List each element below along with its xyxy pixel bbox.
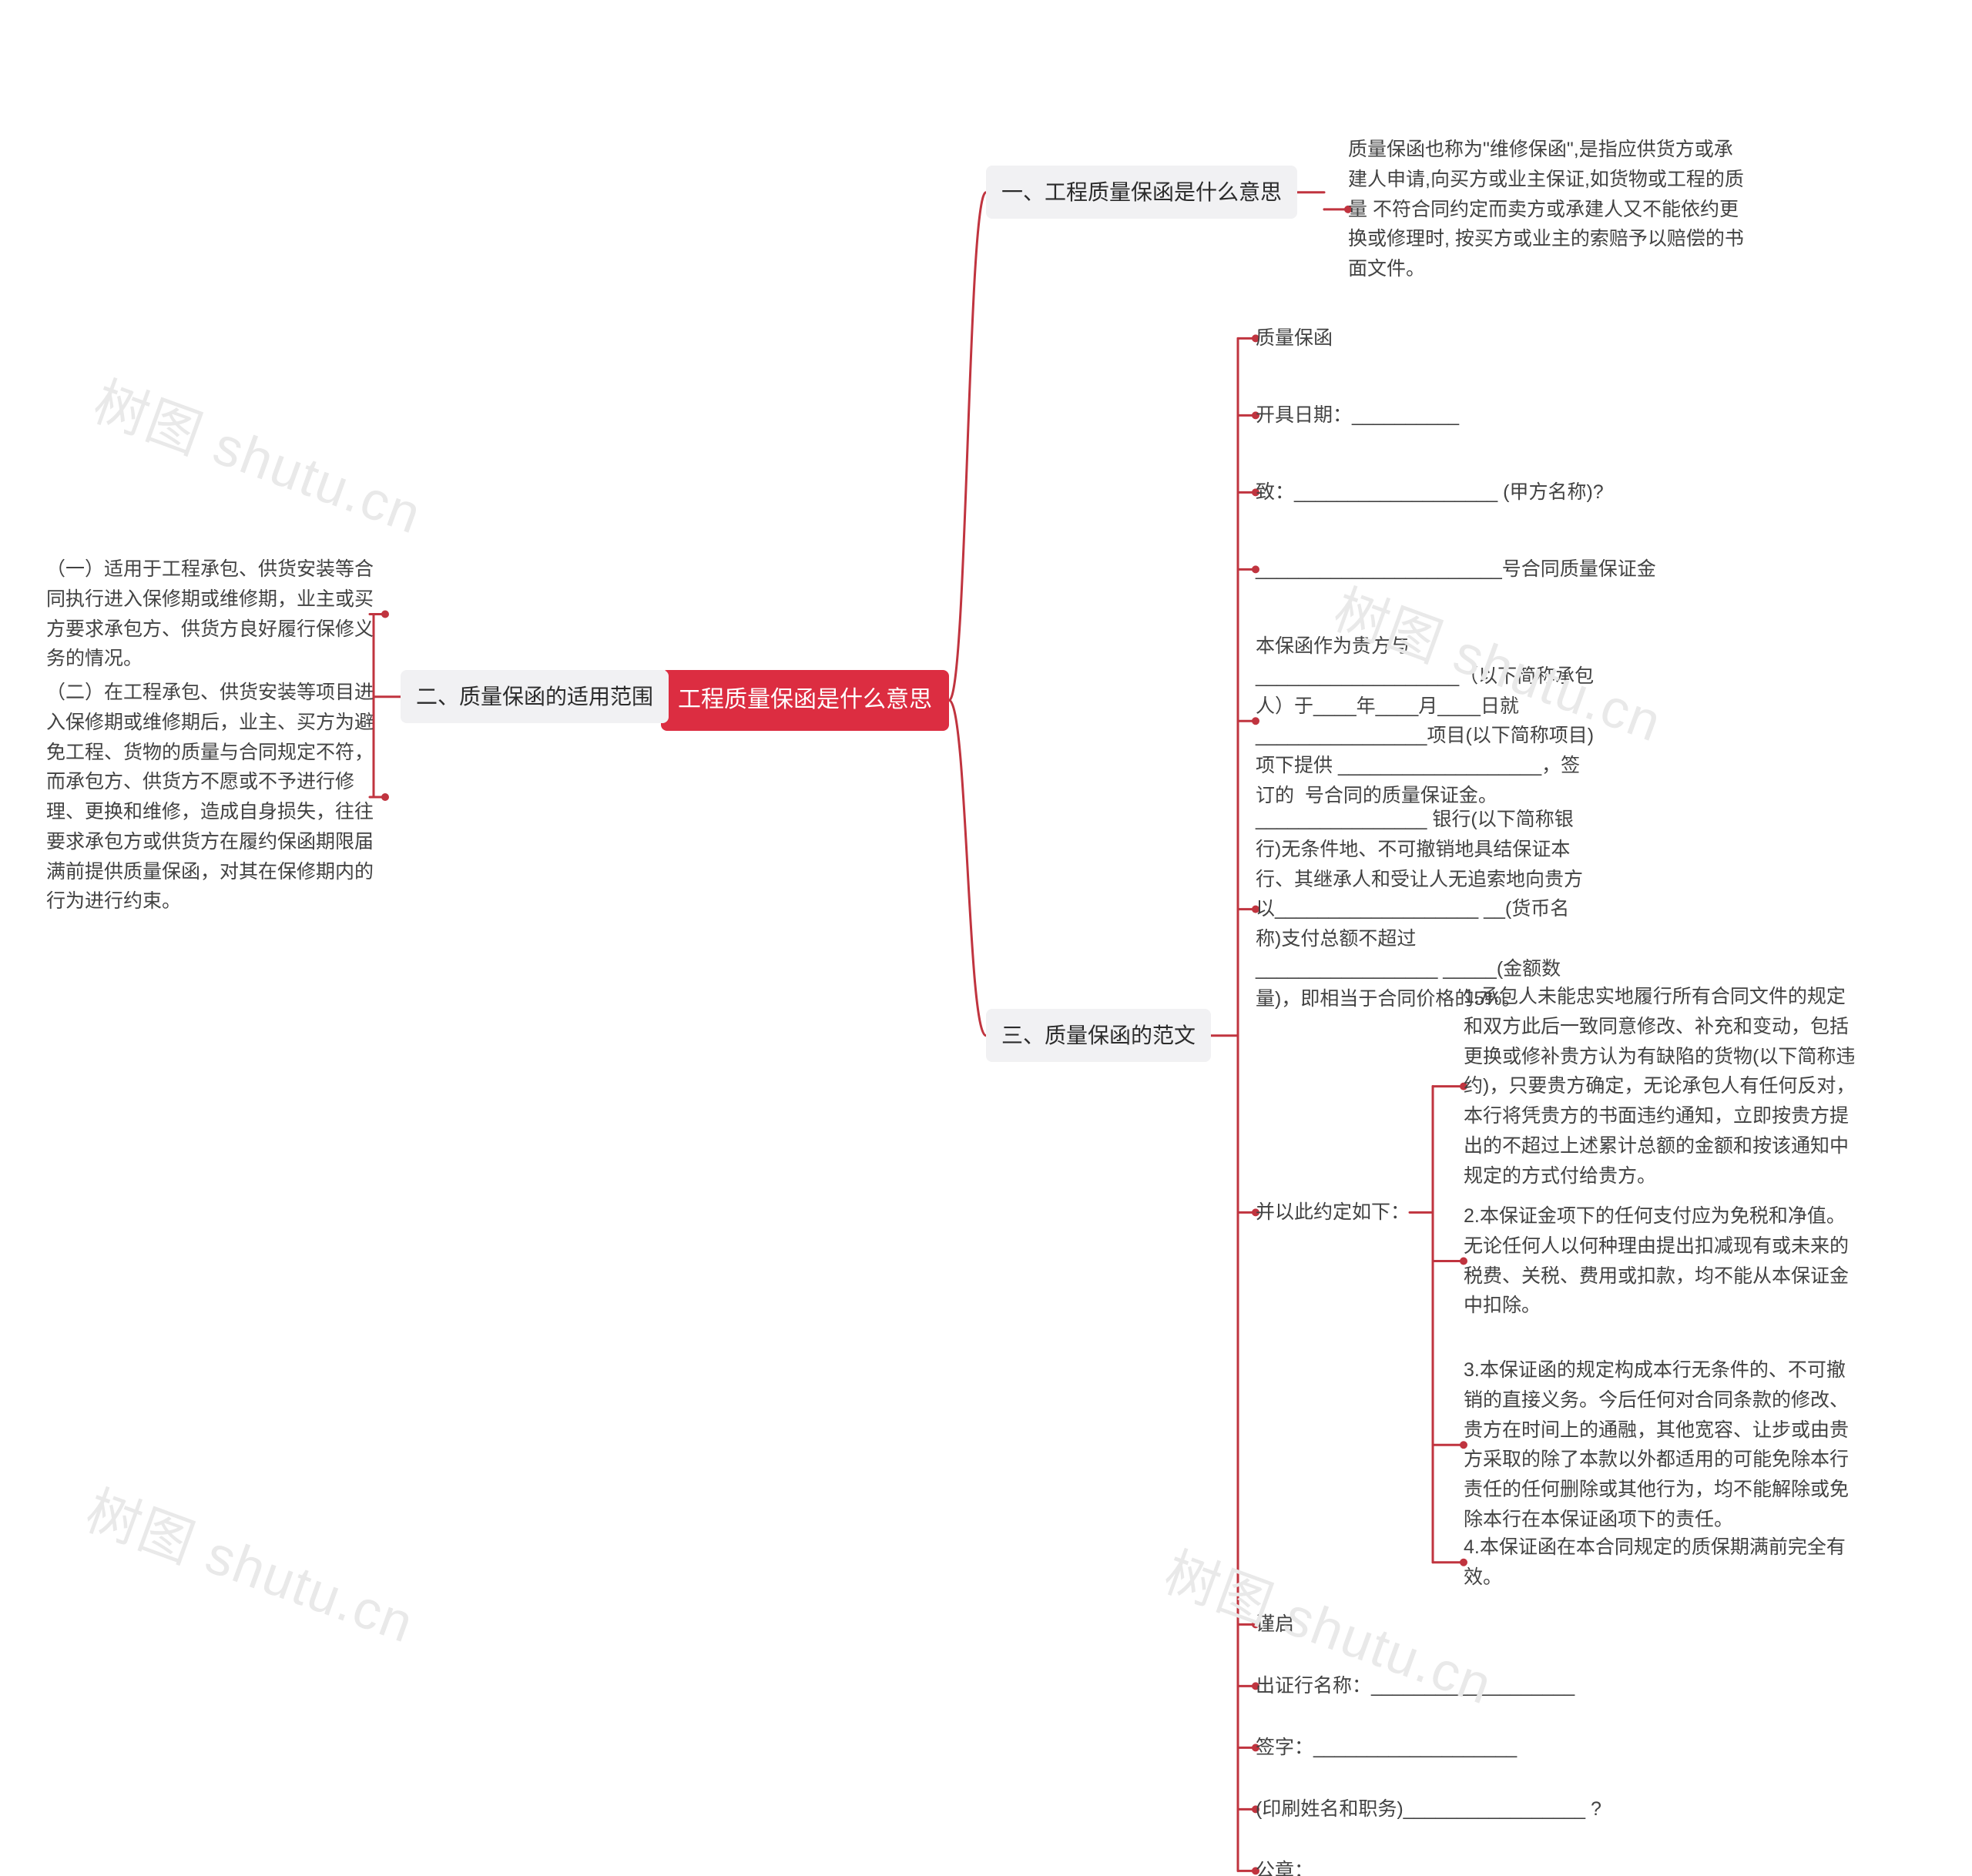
leaf-node: 4.本保证函在本合同规定的质保期满前完全有效。 <box>1464 1533 1864 1593</box>
branch-node: 二、质量保函的适用范围 <box>401 670 669 723</box>
leaf-node: 致：___________________ (甲方名称)? <box>1256 477 1604 508</box>
leaf-node: 出证行名称：___________________ <box>1256 1671 1575 1701</box>
leaf-node: 公章：___________________ <box>1256 1856 1517 1876</box>
watermark: 树图 shutu.cn <box>77 1468 427 1658</box>
watermark: 树图 shutu.cn <box>85 359 434 549</box>
leaf-node: 开具日期：__________ <box>1256 400 1459 430</box>
leaf-node: 质量保函 <box>1256 323 1333 353</box>
branch-node: 一、工程质量保函是什么意思 <box>986 166 1297 219</box>
leaf-node: （一）适用于工程承包、供货安装等合同执行进入保修期或维修期，业主或买方要求承包方… <box>46 554 385 674</box>
leaf-node: （二）在工程承包、供货安装等项目进入保修期或维修期后，业主、买方为避免工程、货物… <box>46 678 385 916</box>
mindmap-root: 工程质量保函是什么意思 <box>661 670 949 731</box>
leaf-node: 3.本保证函的规定构成本行无条件的、不可撤销的直接义务。今后任何对合同条款的修改… <box>1464 1355 1864 1535</box>
leaf-node: 签字：___________________ <box>1256 1733 1517 1763</box>
leaf-node: 质量保函也称为"维修保函",是指应供货方或承建人申请,向买方或业主保证,如货物或… <box>1348 135 1749 284</box>
leaf-node: 2.本保证金项下的任何支付应为免税和净值。无论任何人以何种理由提出扣减现有或未来… <box>1464 1201 1864 1321</box>
leaf-node: 1.承包人未能忠实地履行所有合同文件的规定和双方此后一致同意修改、补充和变动，包… <box>1464 982 1864 1191</box>
leaf-node: 谨启 <box>1256 1610 1294 1640</box>
leaf-node: _______________________号合同质量保证金 <box>1256 554 1656 585</box>
leaf-node: (印刷姓名和职务)_________________ ? <box>1256 1794 1601 1824</box>
leaf-node: 并以此约定如下： <box>1256 1198 1410 1228</box>
leaf-node: 本保函作为贵方与 ___________________（以下简称承包人）于__… <box>1256 631 1595 811</box>
branch-node: 三、质量保函的范文 <box>986 1009 1211 1062</box>
